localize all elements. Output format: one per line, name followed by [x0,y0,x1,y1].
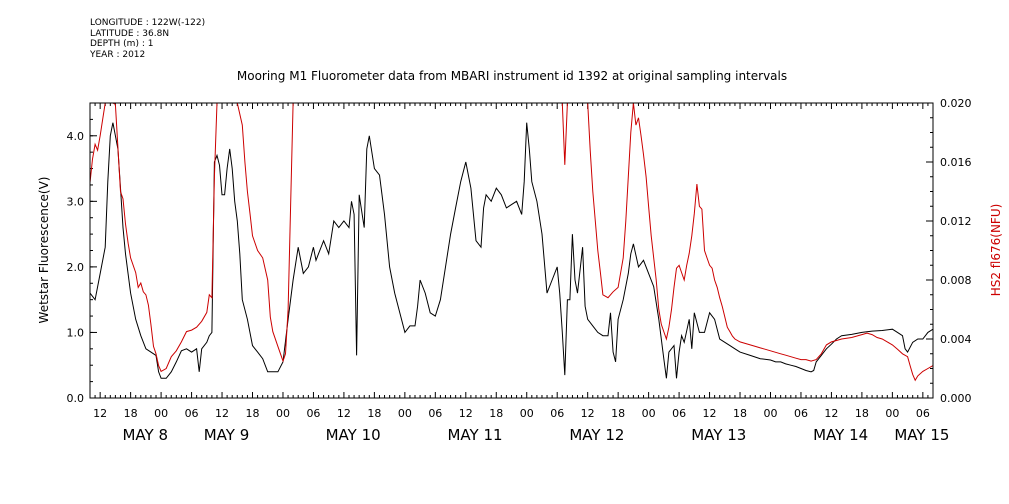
x-day-label: MAY 15 [894,426,949,444]
series-layer [90,103,933,382]
y2-tick-label: 0.008 [940,274,972,287]
x-tick-label: 06 [550,407,564,420]
depth-label: DEPTH (m) : 1 [90,39,154,49]
wetstar-series-line [90,122,933,379]
x-tick-label: 18 [855,407,869,420]
x-day-label: MAY 11 [447,426,502,444]
x-tick-label: 00 [642,407,656,420]
x-tick-label: 06 [306,407,320,420]
x-tick-label: 06 [672,407,686,420]
y-tick-label: 2.0 [67,261,85,274]
x-tick-label: 18 [246,407,260,420]
x-tick-label: 06 [185,407,199,420]
y2-tick-label: 0.000 [940,392,972,405]
x-day-label: MAY 9 [204,426,250,444]
axes-layer: 12 18 00 06 12 18 00 06 12 18 00 06 12 18 00 06 12 18 00 06… [67,97,972,444]
x-tick-label: 12 [703,407,717,420]
x-tick-label: 00 [763,407,777,420]
y2-tick-label: 0.016 [940,156,972,169]
x-day-label: MAY 12 [569,426,624,444]
x-tick-label: 00 [520,407,534,420]
year-label: YEAR : 2012 [90,49,146,60]
x-day-label: MAY 13 [691,426,746,444]
x-tick-label: 18 [489,407,503,420]
x-tick-label: 06 [916,407,930,420]
x-day-label: MAY 8 [122,426,168,444]
x-tick-label: 18 [124,407,138,420]
x-tick-label: 06 [794,407,808,420]
x-tick-label: 00 [154,407,168,420]
y2-tick-label: 0.004 [940,333,972,346]
y-tick-label: 0.0 [67,392,85,405]
y2-tick-label: 0.020 [940,97,972,110]
x-tick-label: 18 [611,407,625,420]
x-tick-label: 12 [581,407,595,420]
x-day-label: MAY 10 [326,426,381,444]
x-tick-label: 06 [428,407,442,420]
x-tick-label: 12 [215,407,229,420]
x-tick-label: 18 [367,407,381,420]
x-tick-label: 00 [885,407,899,420]
y2-tick-label: 0.012 [940,215,972,228]
y-tick-label: 3.0 [67,195,85,208]
metadata-block: LONGITUDE : 122W(-122) LATITUDE : 36.8N … [90,18,205,60]
x-tick-label: 12 [337,407,351,420]
hs2-series-line [90,103,933,382]
chart-title: Mooring M1 Fluorometer data from MBARI i… [237,69,787,83]
y-tick-label: 1.0 [67,326,85,339]
x-day-label: MAY 14 [813,426,868,444]
y-tick-label: 4.0 [67,130,85,143]
latitude-label: LATITUDE : 36.8N [90,28,170,39]
x-tick-label: 12 [93,407,107,420]
x-tick-label: 12 [459,407,473,420]
x-tick-label: 00 [398,407,412,420]
y2-axis-title: HS2 fl676(NFU) [989,204,1003,297]
plot-frame [89,102,934,399]
y-axis-title: Wetstar Fluorescence(V) [37,177,51,324]
longitude-label: LONGITUDE : 122W(-122) [90,18,206,28]
x-tick-label: 00 [276,407,290,420]
x-tick-label: 12 [824,407,838,420]
x-tick-label: 18 [733,407,747,420]
